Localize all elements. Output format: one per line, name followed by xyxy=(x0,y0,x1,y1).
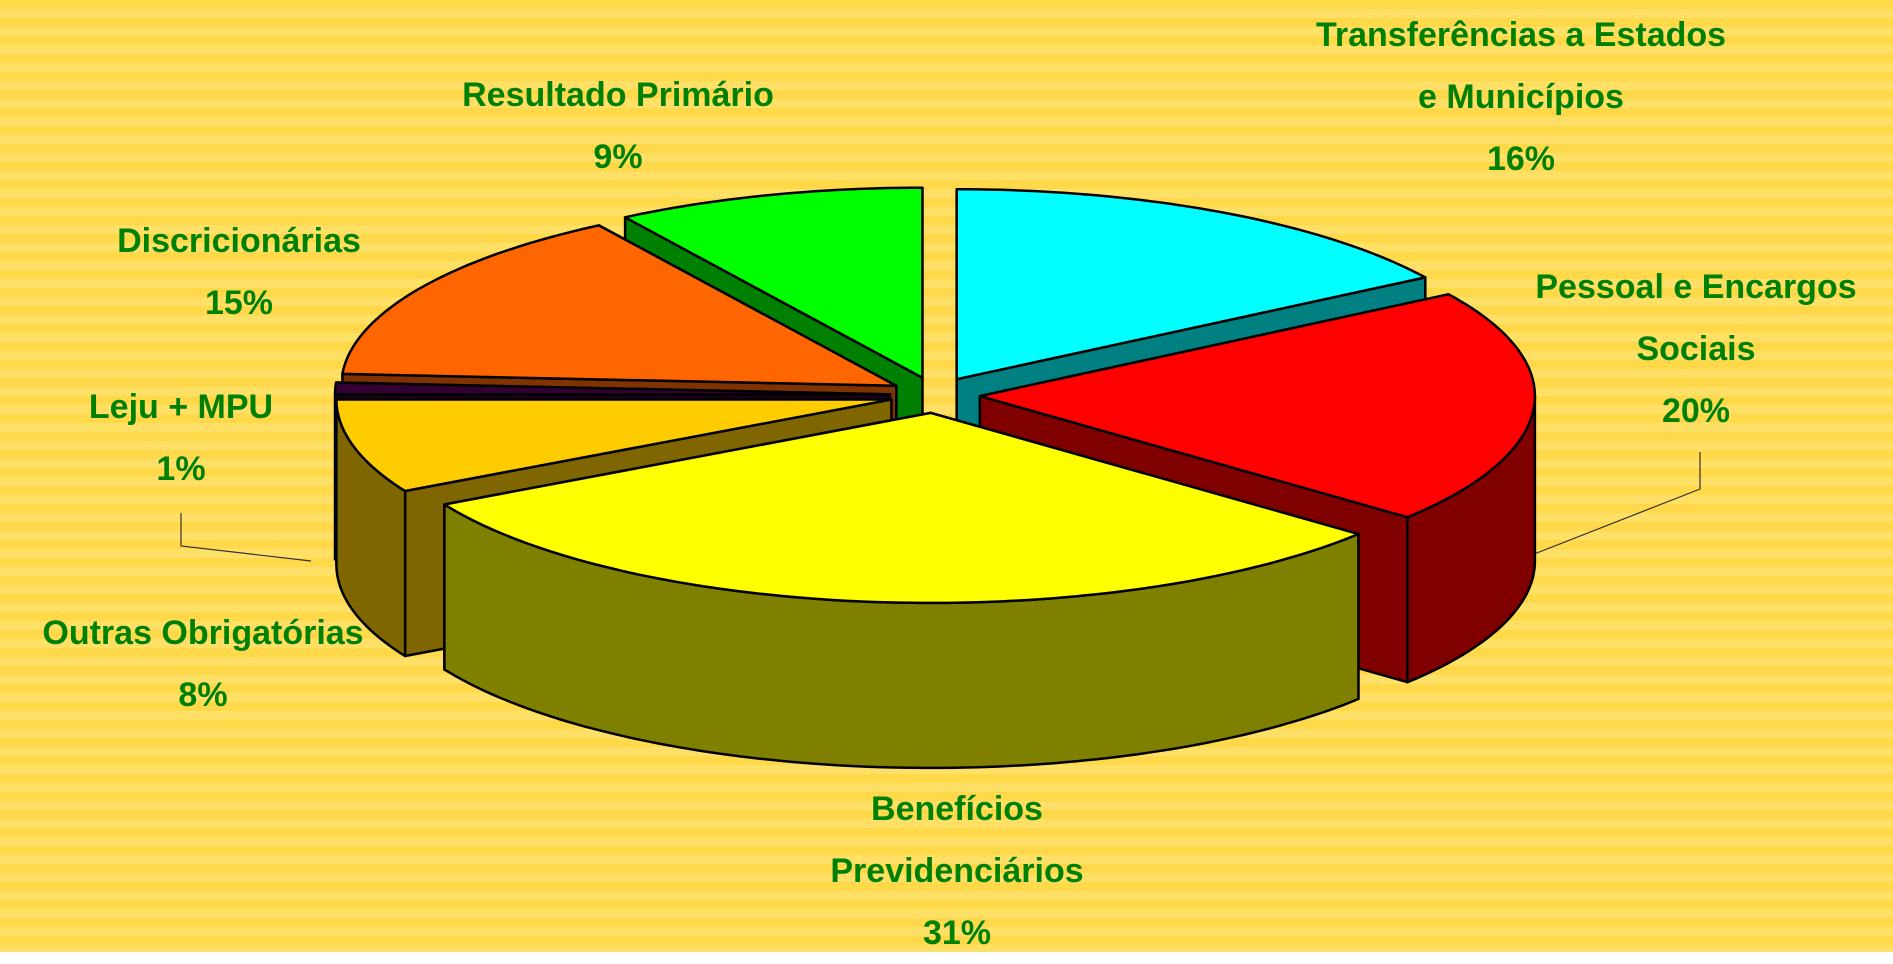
label-value: 20% xyxy=(1661,392,1731,430)
label-value: 31% xyxy=(922,914,992,952)
slice-label: Leju + MPU 1% xyxy=(89,376,273,500)
slice xyxy=(341,224,898,388)
label-text: Discricionárias xyxy=(117,222,361,260)
label-value: 15% xyxy=(204,284,274,322)
slice xyxy=(335,398,893,493)
slice xyxy=(333,381,892,396)
label-value: 9% xyxy=(593,138,643,176)
label-text: Outras Obrigatórias xyxy=(42,614,364,652)
slice xyxy=(955,187,1427,381)
label-text: Resultado Primário xyxy=(462,76,774,114)
label-value: 8% xyxy=(178,676,228,714)
leader-line xyxy=(180,513,312,562)
slice xyxy=(623,186,924,379)
slice xyxy=(443,411,1360,605)
slice-label: Transferências a Estados e Municípios 16% xyxy=(1306,4,1736,190)
slice-label: Pessoal e Encargos Sociais 20% xyxy=(1506,256,1886,442)
slice-label: Outras Obrigatórias 8% xyxy=(42,602,363,726)
label-text: Transferências a Estados e Municípios xyxy=(1315,16,1727,116)
pie xyxy=(333,186,1537,770)
label-value: 1% xyxy=(156,450,206,488)
label-text: Leju + MPU xyxy=(88,388,274,426)
label-text: Pessoal e Encargos Sociais xyxy=(1535,268,1857,368)
slice-label: Benefícios Previdenciários 31% xyxy=(757,778,1157,964)
label-value: 16% xyxy=(1486,140,1556,178)
label-text: Benefícios Previdenciários xyxy=(830,790,1084,890)
slice-label: Resultado Primário 9% xyxy=(462,64,774,188)
slice-label: Discricionárias 15% xyxy=(117,210,361,334)
slice xyxy=(978,293,1537,519)
leader-line xyxy=(1523,452,1701,559)
